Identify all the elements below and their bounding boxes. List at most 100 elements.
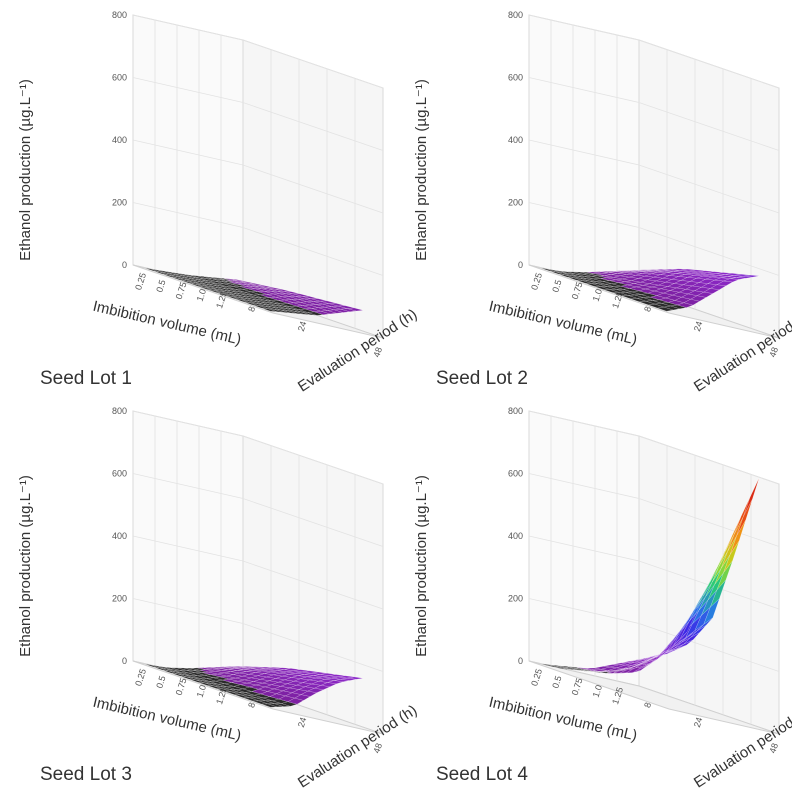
grid-line [132,202,384,276]
z-tick-label: 800 [112,406,127,416]
grid-line [132,535,384,610]
surface-patch [347,307,364,312]
panel-title: Seed Lot 2 [436,368,528,389]
z-axis-label: Ethanol production (µg.L⁻¹) [17,79,34,261]
z-tick-label: 600 [508,73,523,83]
surface-patch [327,309,344,314]
grid-line [132,14,384,89]
panel-title: Seed Lot 3 [40,764,132,785]
z-tick-label: 600 [112,73,127,83]
y-tick-label: 8 [246,305,257,313]
z-axis-label: Ethanol production (µg.L⁻¹) [17,475,34,657]
surface-patch [327,680,344,685]
grid-lines [132,14,384,329]
y-tick-label: 48 [371,346,384,359]
z-tick-label: 0 [518,656,523,666]
y-tick-label: 24 [296,716,309,729]
panel-seed-lot-4: 0 200 400 600 800 0.25 0.5 0.75 1.0 1.25 8 24 48 Etha… [396,396,792,791]
surface-patch [347,676,364,680]
grid-line [528,535,780,610]
surface-patch [689,295,707,302]
z-tick-label: 200 [112,594,127,604]
surface-mesh [540,478,760,674]
x-tick-label: 0.5 [154,674,167,689]
z-tick-label: 600 [508,469,523,479]
axis-walls [528,410,780,735]
z-tick-label: 200 [112,198,127,208]
z-tick-label: 400 [112,135,127,145]
x-tick-label: 1.0 [195,684,208,699]
y-tick-label: 8 [642,701,653,709]
y-tick-label: 24 [692,716,705,729]
z-tick-label: 800 [508,406,523,416]
grid-line [132,77,384,151]
surface-patch [697,617,713,632]
grid-line [528,14,780,89]
surface-patch [664,647,680,654]
z-tick-label: 400 [508,135,523,145]
x-tick-label: 0.75 [570,281,585,301]
x-tick-label: 0.75 [174,281,189,301]
x-tick-label: 0.25 [133,271,148,291]
panel-seed-lot-1: 0 200 400 600 800 0.25 0.5 0.75 1.0 1.25 8 24 48 Etha… [0,0,420,395]
y-tick-label: 24 [692,320,705,333]
surface-patch [736,498,753,536]
surface-patch [664,305,680,311]
z-tick-label: 200 [508,594,523,604]
surface-patch [743,478,760,517]
surface-patch [630,657,647,662]
x-tick-label: 0.75 [570,677,585,697]
z-tick-label: 400 [112,531,127,541]
x-tick-label: 0.75 [174,677,189,697]
surface-patch [340,308,357,312]
surface-patch [703,598,720,625]
x-tick-label: 1.0 [591,684,604,699]
grid-line [528,77,780,151]
grid-line [132,410,384,485]
surface-patch [683,298,701,306]
panel-seed-lot-2: 0 200 400 600 800 0.25 0.5 0.75 1.0 1.25 8 24 48 Etha… [396,0,792,395]
z-tick-label: 0 [122,656,127,666]
z-tick-label: 800 [508,10,523,20]
x-tick-label: 0.25 [529,271,544,291]
grid-line [132,598,384,672]
surface-patch [300,690,318,697]
grid-line [528,202,780,276]
z-tick-label: 200 [508,198,523,208]
surface-mesh [540,267,760,312]
grid-line [528,473,780,547]
z-axis-label: Ethanol production (µg.L⁻¹) [413,475,430,657]
grid-line [528,410,780,485]
surface-mesh [144,267,364,316]
grid-line [528,598,780,672]
x-tick-label: 0.5 [154,278,167,293]
surface-patch [320,310,337,315]
z-tick-label: 800 [112,10,127,20]
surface-patch [743,274,760,278]
grid-line [528,139,780,214]
panel-seed-lot-3: 0 200 400 600 800 0.25 0.5 0.75 1.0 1.25 8 24 48 Etha… [0,396,420,791]
grid-line [132,139,384,214]
z-axis-label: Ethanol production (µg.L⁻¹) [413,79,430,261]
y-tick-label: 48 [371,742,384,755]
x-tick-label: 0.25 [133,667,148,687]
y-tick-label: 48 [767,742,780,755]
grid-lines [132,410,384,725]
panel-title: Seed Lot 4 [436,764,528,785]
y-tick-label: 8 [642,305,653,313]
surface-mesh [144,663,364,708]
surface-patch [274,703,291,707]
floor [528,660,780,735]
x-tick-label: 0.5 [550,278,563,293]
surface-patch [676,302,694,308]
surface-patch [334,679,350,682]
panel-title: Seed Lot 1 [40,368,132,389]
z-tick-label: 0 [518,260,523,270]
surface-patch [320,682,338,687]
x-tick-label: 1.0 [591,288,604,303]
